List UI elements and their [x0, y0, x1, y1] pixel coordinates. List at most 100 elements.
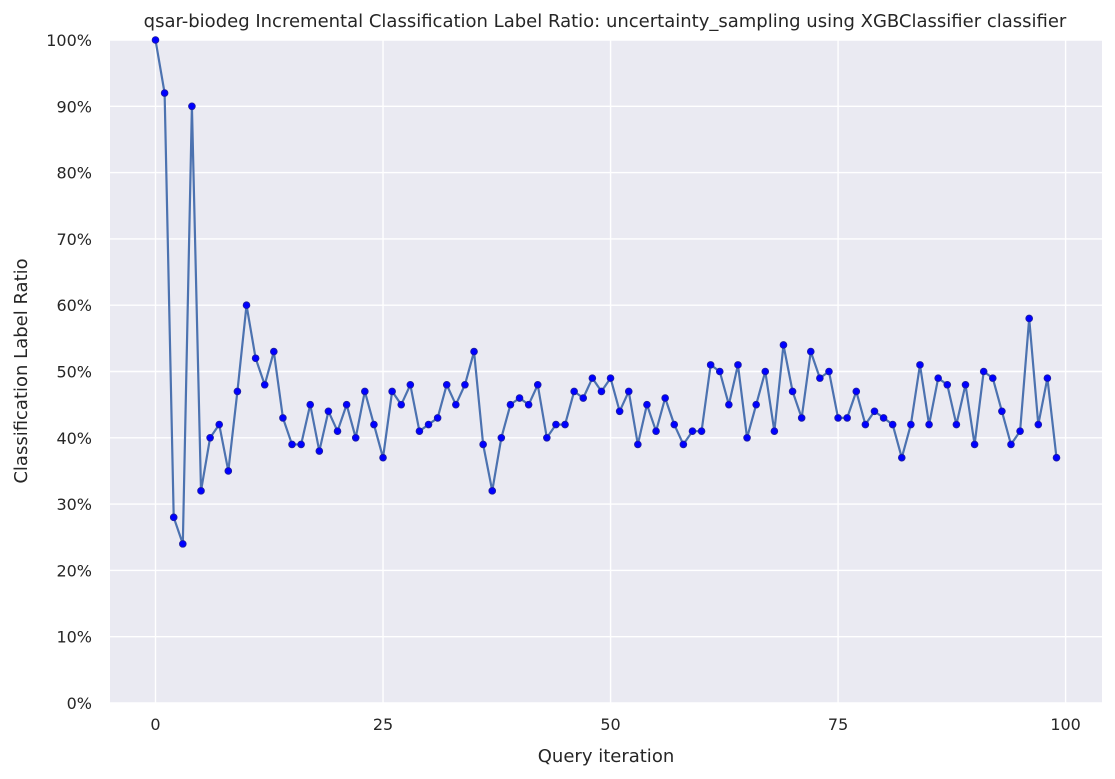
- data-point: [597, 387, 606, 396]
- x-tick-label: 50: [600, 715, 620, 734]
- data-point: [725, 400, 733, 409]
- data-point: [816, 374, 824, 382]
- y-tick-label: 100%: [46, 31, 92, 50]
- data-point: [288, 440, 296, 449]
- data-point: [825, 367, 833, 376]
- data-point: [797, 414, 806, 422]
- x-axis-label: Query iteration: [538, 746, 674, 767]
- y-tick-label: 50%: [56, 363, 92, 382]
- data-point: [761, 367, 770, 376]
- data-point: [988, 374, 997, 382]
- data-point: [579, 394, 588, 402]
- x-tick-label: 0: [150, 715, 160, 734]
- data-point: [406, 380, 415, 389]
- data-point: [970, 440, 979, 449]
- data-point: [552, 420, 560, 429]
- data-point: [624, 387, 633, 396]
- x-tick-label: 25: [373, 715, 393, 734]
- data-point: [461, 380, 469, 389]
- data-point: [524, 400, 533, 409]
- data-point: [706, 361, 715, 369]
- data-point: [788, 387, 797, 396]
- y-tick-label: 70%: [56, 230, 92, 249]
- x-tick-label: 75: [828, 715, 848, 734]
- data-point: [897, 453, 906, 462]
- data-point: [1007, 440, 1015, 449]
- y-axis-label: Classification Label Ratio: [11, 258, 32, 483]
- data-point: [1025, 314, 1033, 323]
- data-point: [588, 374, 597, 382]
- data-point: [870, 407, 879, 416]
- data-point: [270, 347, 278, 356]
- data-point: [351, 433, 360, 442]
- data-point: [852, 387, 861, 396]
- data-point: [1034, 420, 1043, 429]
- x-axis-ticks: 0 25 50 75 100: [150, 715, 1080, 734]
- series-line: [154, 39, 1058, 545]
- data-point: [1043, 374, 1052, 382]
- data-point: [188, 102, 196, 111]
- data-point: [233, 387, 242, 396]
- data-point: [670, 420, 679, 429]
- data-point: [242, 301, 251, 310]
- data-point: [442, 380, 451, 389]
- data-point: [1016, 427, 1024, 435]
- data-points: [151, 36, 1061, 548]
- data-point: [661, 394, 669, 402]
- data-point: [515, 394, 524, 402]
- data-point: [279, 414, 287, 422]
- data-point: [743, 433, 751, 442]
- data-point: [697, 427, 706, 435]
- data-point: [907, 420, 915, 429]
- data-point: [306, 400, 315, 409]
- y-tick-label: 60%: [56, 296, 92, 315]
- data-point: [961, 380, 970, 389]
- data-point: [324, 407, 333, 416]
- data-point: [861, 420, 870, 429]
- data-point: [160, 89, 169, 97]
- data-point: [452, 400, 460, 409]
- data-point: [570, 387, 578, 396]
- data-point: [888, 420, 897, 429]
- data-point: [479, 440, 487, 449]
- data-point: [998, 407, 1006, 416]
- data-point: [533, 380, 542, 389]
- data-point: [770, 427, 779, 435]
- data-point: [260, 380, 269, 389]
- data-point: [297, 440, 305, 449]
- data-point: [979, 367, 988, 376]
- data-point: [934, 374, 942, 382]
- data-point: [688, 427, 697, 435]
- data-point: [925, 420, 933, 429]
- data-point: [652, 427, 660, 435]
- data-point: [834, 414, 842, 422]
- data-point: [424, 420, 433, 429]
- data-point: [806, 347, 815, 356]
- y-tick-label: 20%: [56, 561, 92, 580]
- y-tick-label: 90%: [56, 97, 92, 116]
- y-tick-label: 30%: [56, 495, 92, 514]
- y-axis-ticks: 0% 10% 20% 30% 40% 50% 60% 70% 80% 90% 100%: [46, 31, 92, 713]
- y-tick-label: 40%: [56, 429, 92, 448]
- data-point: [916, 361, 924, 369]
- data-point: [224, 467, 233, 475]
- y-tick-label: 80%: [56, 164, 92, 183]
- data-point: [643, 400, 651, 409]
- grid-lines: [110, 39, 1102, 704]
- chart-title: qsar-biodeg Incremental Classification L…: [144, 11, 1067, 32]
- data-point: [315, 447, 324, 455]
- data-point: [470, 347, 478, 356]
- data-point: [415, 427, 424, 435]
- data-point: [1052, 453, 1061, 462]
- data-point: [370, 420, 378, 429]
- x-tick-label: 100: [1050, 715, 1081, 734]
- data-point: [342, 400, 351, 409]
- data-point: [543, 433, 551, 442]
- data-point: [215, 420, 224, 429]
- y-tick-label: 0%: [67, 694, 92, 713]
- data-point: [397, 400, 406, 409]
- data-point: [561, 420, 569, 429]
- data-point: [779, 341, 788, 349]
- data-point: [752, 400, 760, 409]
